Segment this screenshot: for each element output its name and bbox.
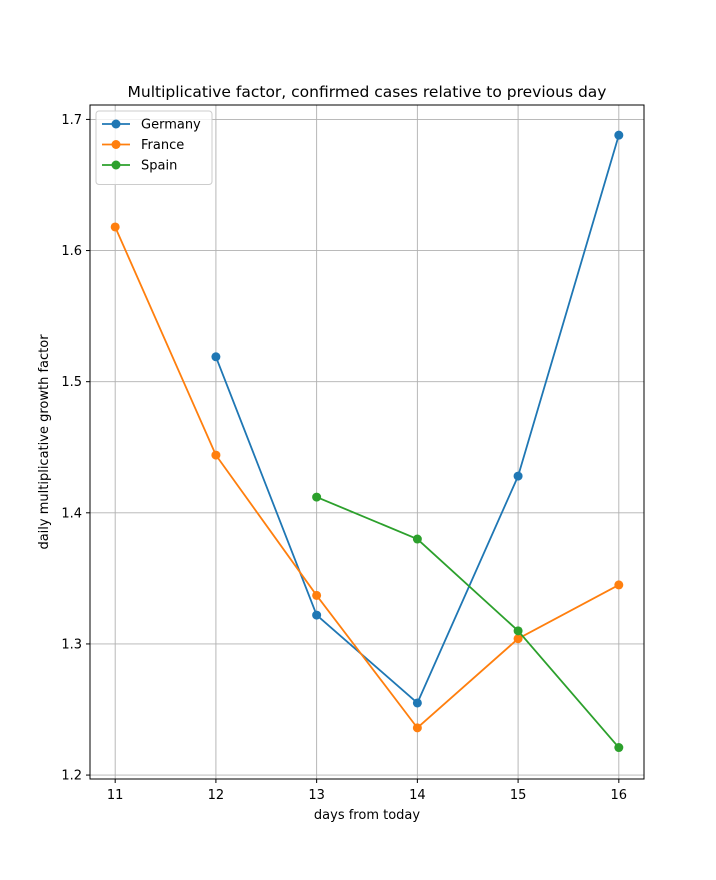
data-point — [412, 723, 422, 733]
y-tick-label: 1.5 — [61, 375, 82, 390]
data-point — [211, 352, 221, 362]
data-point — [513, 634, 523, 644]
series-line — [114, 226, 620, 729]
y-axis-ticks: 1.2 1.3 1.4 1.5 1.6 1.7 — [61, 113, 90, 784]
legend-box — [95, 110, 213, 185]
x-axis-label: days from today — [314, 808, 420, 823]
legend-item-germany: Germany — [102, 118, 201, 133]
data-point — [110, 222, 120, 232]
legend-marker — [111, 119, 121, 129]
legend-label: Spain — [141, 159, 177, 174]
x-tick-label: 13 — [308, 788, 325, 803]
data-point — [614, 743, 624, 753]
legend-label: Germany — [141, 118, 201, 133]
plot-frame — [89, 104, 645, 780]
series-spain — [312, 492, 624, 753]
legend: Germany France Spain — [95, 110, 213, 185]
x-tick-label: 11 — [107, 788, 124, 803]
legend-label: France — [141, 138, 184, 153]
data-point — [513, 626, 523, 636]
x-axis-ticks: 11 12 13 14 15 16 — [107, 779, 627, 803]
legend-item-france: France — [102, 138, 184, 153]
data-point — [412, 534, 422, 544]
data-point — [614, 580, 624, 590]
data-point — [312, 610, 322, 620]
legend-item-spain: Spain — [102, 159, 177, 174]
data-point — [312, 590, 322, 600]
legend-marker — [111, 160, 121, 170]
y-tick-label: 1.7 — [61, 113, 82, 128]
series-line — [316, 496, 620, 749]
y-tick-label: 1.3 — [61, 637, 82, 652]
data-point — [513, 471, 523, 481]
series-germany — [211, 130, 624, 708]
data-point — [312, 492, 322, 502]
data-point — [412, 698, 422, 708]
y-tick-label: 1.6 — [61, 244, 82, 259]
legend-marker — [111, 140, 121, 149]
x-tick-label: 14 — [409, 788, 426, 803]
x-tick-label: 16 — [611, 788, 628, 803]
series-layer — [110, 130, 624, 753]
chart-title: Multiplicative factor, confirmed cases r… — [128, 83, 607, 101]
y-axis-label: daily multiplicative growth factor — [37, 334, 52, 550]
grid — [90, 105, 644, 779]
y-tick-label: 1.4 — [61, 506, 82, 521]
x-tick-label: 15 — [510, 788, 527, 803]
y-tick-label: 1.2 — [61, 769, 82, 784]
data-point — [211, 450, 221, 460]
x-tick-label: 12 — [208, 788, 225, 803]
series-france — [110, 222, 624, 733]
data-point — [614, 130, 624, 140]
